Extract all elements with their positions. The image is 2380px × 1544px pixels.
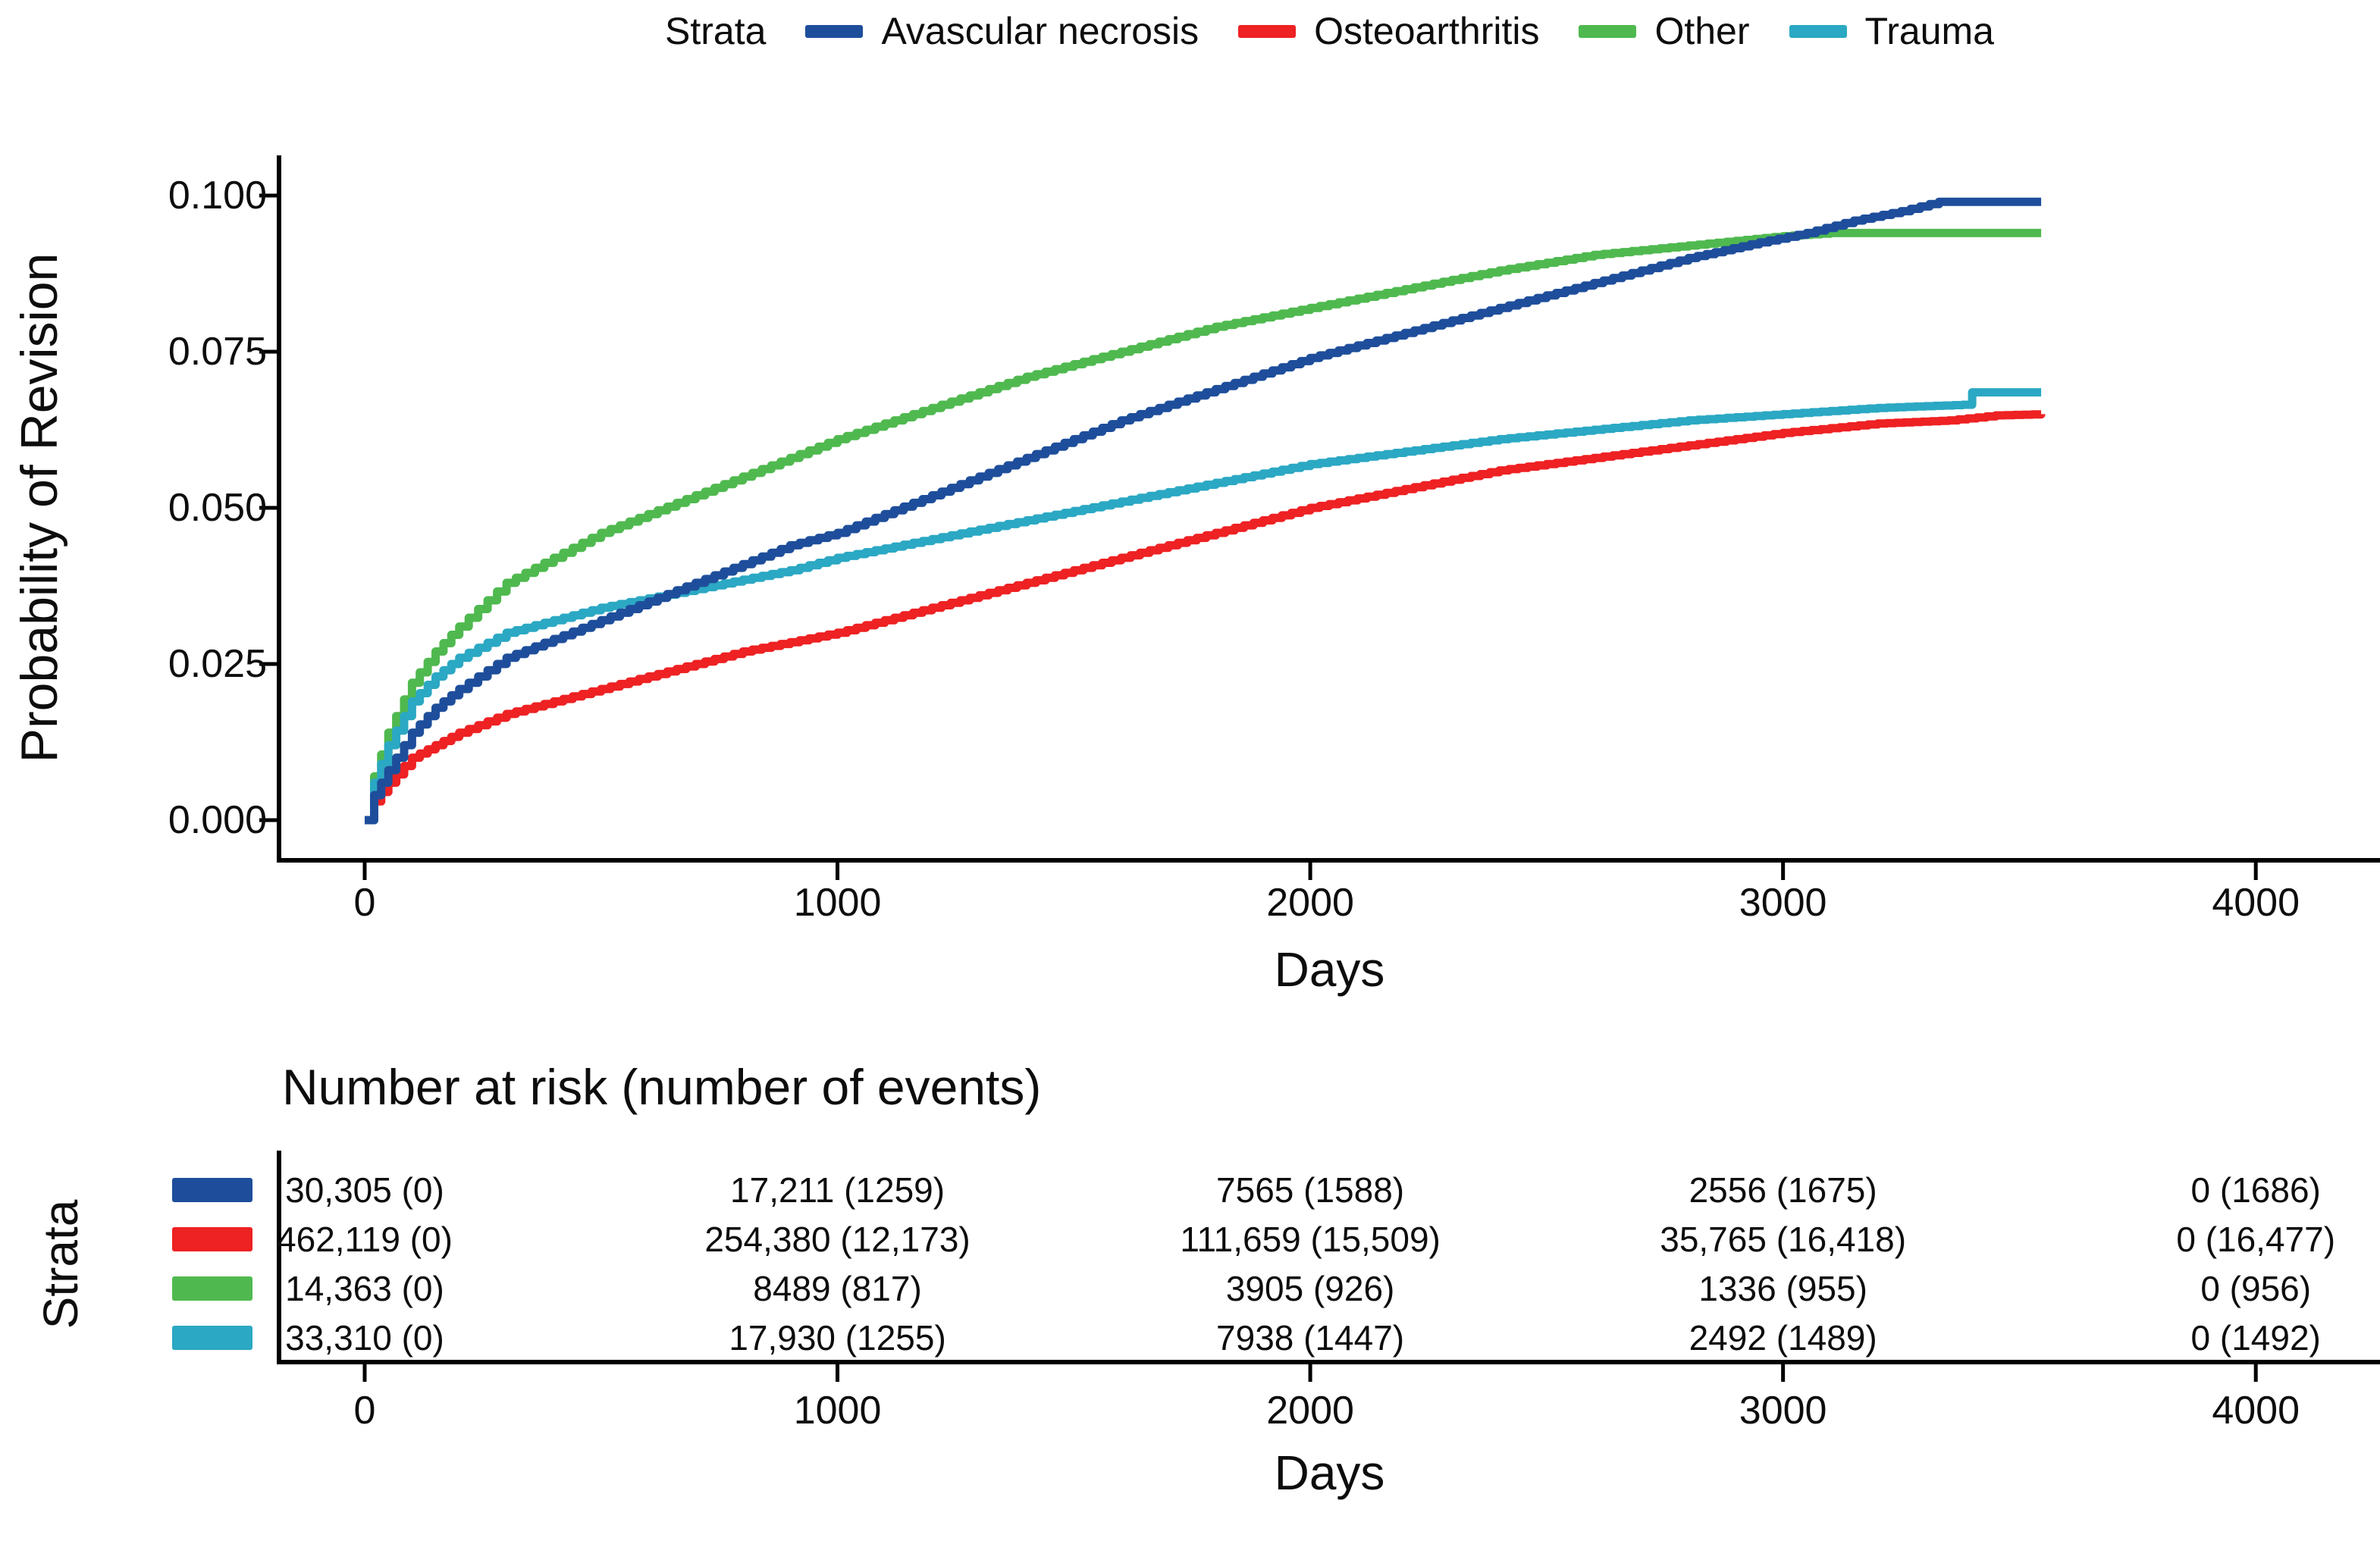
curve-osteoarthritis [365, 410, 2046, 825]
y-tick-label: 0.100 [168, 174, 267, 218]
risk-table-cell: 0 (1686) [2190, 1170, 2321, 1210]
legend-item-trauma: Trauma [1789, 9, 1994, 53]
risk-table-cell: 2556 (1675) [1689, 1170, 1877, 1210]
table-x-axis-title: Days [1274, 1445, 1385, 1500]
risk-table-cell: 17,211 (1259) [730, 1170, 945, 1210]
legend-item-other: Other [1579, 9, 1750, 53]
y-axis-title: Probability of Revision [11, 252, 68, 763]
avascular-necrosis-line-key-icon [805, 24, 864, 38]
risk-table-cell: 2492 (1489) [1689, 1318, 1877, 1358]
risk-table-cell: 14,363 (0) [285, 1269, 444, 1308]
risk-table-cell: 7938 (1447) [1216, 1318, 1405, 1358]
risk-table-cell: 17,930 (1255) [729, 1318, 946, 1358]
legend-item-avascular-necrosis: Avascular necrosis [805, 9, 1199, 53]
risk-row-key-icon [172, 1276, 252, 1301]
curve-other [365, 228, 2042, 825]
risk-table-title: Number at risk (number of events) [282, 1059, 1042, 1115]
curve-trauma [365, 388, 2042, 825]
osteoarthritis-line-key-icon [1238, 24, 1297, 38]
risk-table-cell: 30,305 (0) [285, 1170, 444, 1210]
legend-item-osteoarthritis: Osteoarthritis [1238, 9, 1539, 53]
risk-table-cell: 462,119 (0) [277, 1220, 453, 1259]
x-tick-label: 2000 [1266, 881, 1354, 925]
y-tick-label: 0.000 [168, 798, 267, 842]
risk-table-cell: 3905 (926) [1225, 1269, 1395, 1308]
legend-title: Strata [665, 10, 767, 52]
risk-table-cell: 1336 (955) [1698, 1269, 1867, 1308]
risk-row-key-icon [172, 1227, 252, 1251]
risk-table-cell: 0 (16,477) [2176, 1220, 2336, 1259]
risk-table-cell: 33,310 (0) [285, 1318, 444, 1358]
risk-table-cell: 8489 (817) [753, 1269, 922, 1308]
risk-table-cell: 35,765 (16,418) [1660, 1220, 1907, 1259]
legend-label: Other [1654, 10, 1750, 52]
x-tick-label: 0 [353, 881, 376, 925]
x-tick-label: 4000 [2212, 881, 2300, 925]
x-tick-label: 3000 [1739, 881, 1827, 925]
table-x-tick-label: 1000 [793, 1389, 882, 1433]
risk-row-key-icon [172, 1326, 252, 1350]
risk-table-strata-label: Strata [33, 1199, 88, 1329]
plot-x-axis-title: Days [1274, 942, 1385, 997]
risk-table-cell: 0 (956) [2200, 1269, 2312, 1308]
risk-row-key-icon [172, 1178, 252, 1202]
y-tick-label: 0.050 [168, 486, 267, 530]
legend: Strata Avascular necrosis Osteoarthritis… [279, 5, 2380, 58]
y-tick-label: 0.075 [168, 330, 267, 374]
table-x-tick-label: 3000 [1739, 1389, 1827, 1433]
legend-label: Trauma [1864, 10, 1994, 52]
table-x-tick-label: 0 [353, 1389, 376, 1433]
x-tick-label: 1000 [793, 881, 882, 925]
risk-table-cell: 7565 (1588) [1216, 1170, 1405, 1210]
risk-table-cell: 0 (1492) [2190, 1318, 2321, 1358]
table-x-tick-label: 4000 [2212, 1389, 2300, 1433]
risk-table-cell: 254,380 (12,173) [704, 1220, 971, 1259]
legend-label: Avascular necrosis [881, 10, 1199, 52]
table-x-tick-label: 2000 [1266, 1389, 1354, 1433]
risk-table-cell: 111,659 (15,509) [1180, 1220, 1441, 1259]
legend-label: Osteoarthritis [1314, 10, 1540, 52]
y-tick-label: 0.025 [168, 642, 267, 686]
trauma-line-key-icon [1789, 24, 1847, 38]
curve-avascular-necrosis [365, 197, 2042, 825]
other-line-key-icon [1579, 24, 1637, 38]
